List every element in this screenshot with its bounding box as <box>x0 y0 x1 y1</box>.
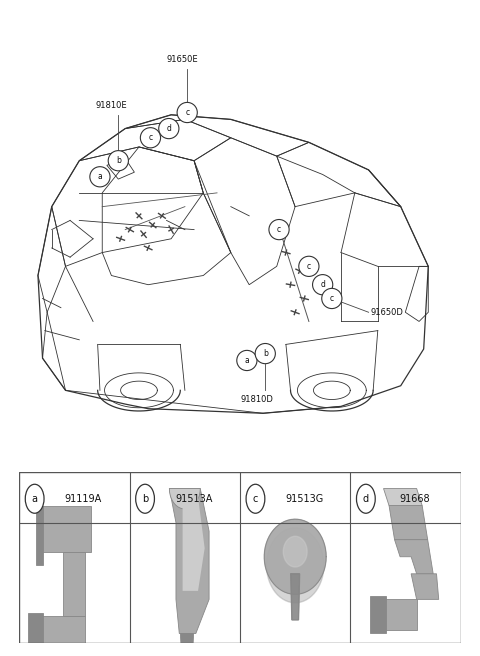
Circle shape <box>90 167 110 187</box>
Circle shape <box>357 484 375 513</box>
Text: 91668: 91668 <box>399 494 430 504</box>
Text: 91810E: 91810E <box>96 101 127 110</box>
Polygon shape <box>180 634 193 656</box>
Text: c: c <box>307 262 311 271</box>
Text: a: a <box>97 173 102 181</box>
Polygon shape <box>384 489 422 506</box>
Text: 91810D: 91810D <box>240 395 273 404</box>
Text: b: b <box>116 156 121 165</box>
Circle shape <box>269 220 289 239</box>
Text: b: b <box>142 494 148 504</box>
Text: 91650D: 91650D <box>371 308 404 317</box>
Text: a: a <box>32 494 37 504</box>
Text: c: c <box>277 225 281 234</box>
Text: d: d <box>167 124 171 133</box>
Circle shape <box>108 151 129 171</box>
Polygon shape <box>372 600 417 630</box>
Polygon shape <box>266 528 324 603</box>
Text: 91513A: 91513A <box>175 494 212 504</box>
Circle shape <box>237 350 257 371</box>
Text: d: d <box>363 494 369 504</box>
Text: c: c <box>148 133 153 142</box>
Text: 91513G: 91513G <box>285 494 323 504</box>
Polygon shape <box>63 552 85 617</box>
Circle shape <box>177 102 197 123</box>
Polygon shape <box>182 497 204 591</box>
Polygon shape <box>169 489 209 634</box>
Circle shape <box>140 128 160 148</box>
Polygon shape <box>36 506 44 565</box>
Polygon shape <box>28 613 44 651</box>
Polygon shape <box>30 617 85 647</box>
Circle shape <box>136 484 155 513</box>
Polygon shape <box>370 596 386 634</box>
Circle shape <box>312 275 333 295</box>
Polygon shape <box>395 540 433 574</box>
Text: 91119A: 91119A <box>65 494 102 504</box>
Circle shape <box>322 289 342 308</box>
Polygon shape <box>264 520 326 594</box>
Circle shape <box>159 119 179 138</box>
Circle shape <box>25 484 44 513</box>
Circle shape <box>246 484 265 513</box>
Polygon shape <box>389 506 428 540</box>
Text: c: c <box>330 294 334 303</box>
Polygon shape <box>291 574 300 620</box>
Text: d: d <box>320 280 325 289</box>
Text: c: c <box>185 108 189 117</box>
Circle shape <box>255 344 276 363</box>
Text: c: c <box>253 494 258 504</box>
Text: b: b <box>263 349 268 358</box>
Polygon shape <box>169 489 200 509</box>
Polygon shape <box>283 537 307 567</box>
Text: a: a <box>244 356 249 365</box>
Polygon shape <box>41 506 91 552</box>
Circle shape <box>299 256 319 276</box>
Polygon shape <box>411 574 439 600</box>
Text: 91650E: 91650E <box>167 55 198 64</box>
